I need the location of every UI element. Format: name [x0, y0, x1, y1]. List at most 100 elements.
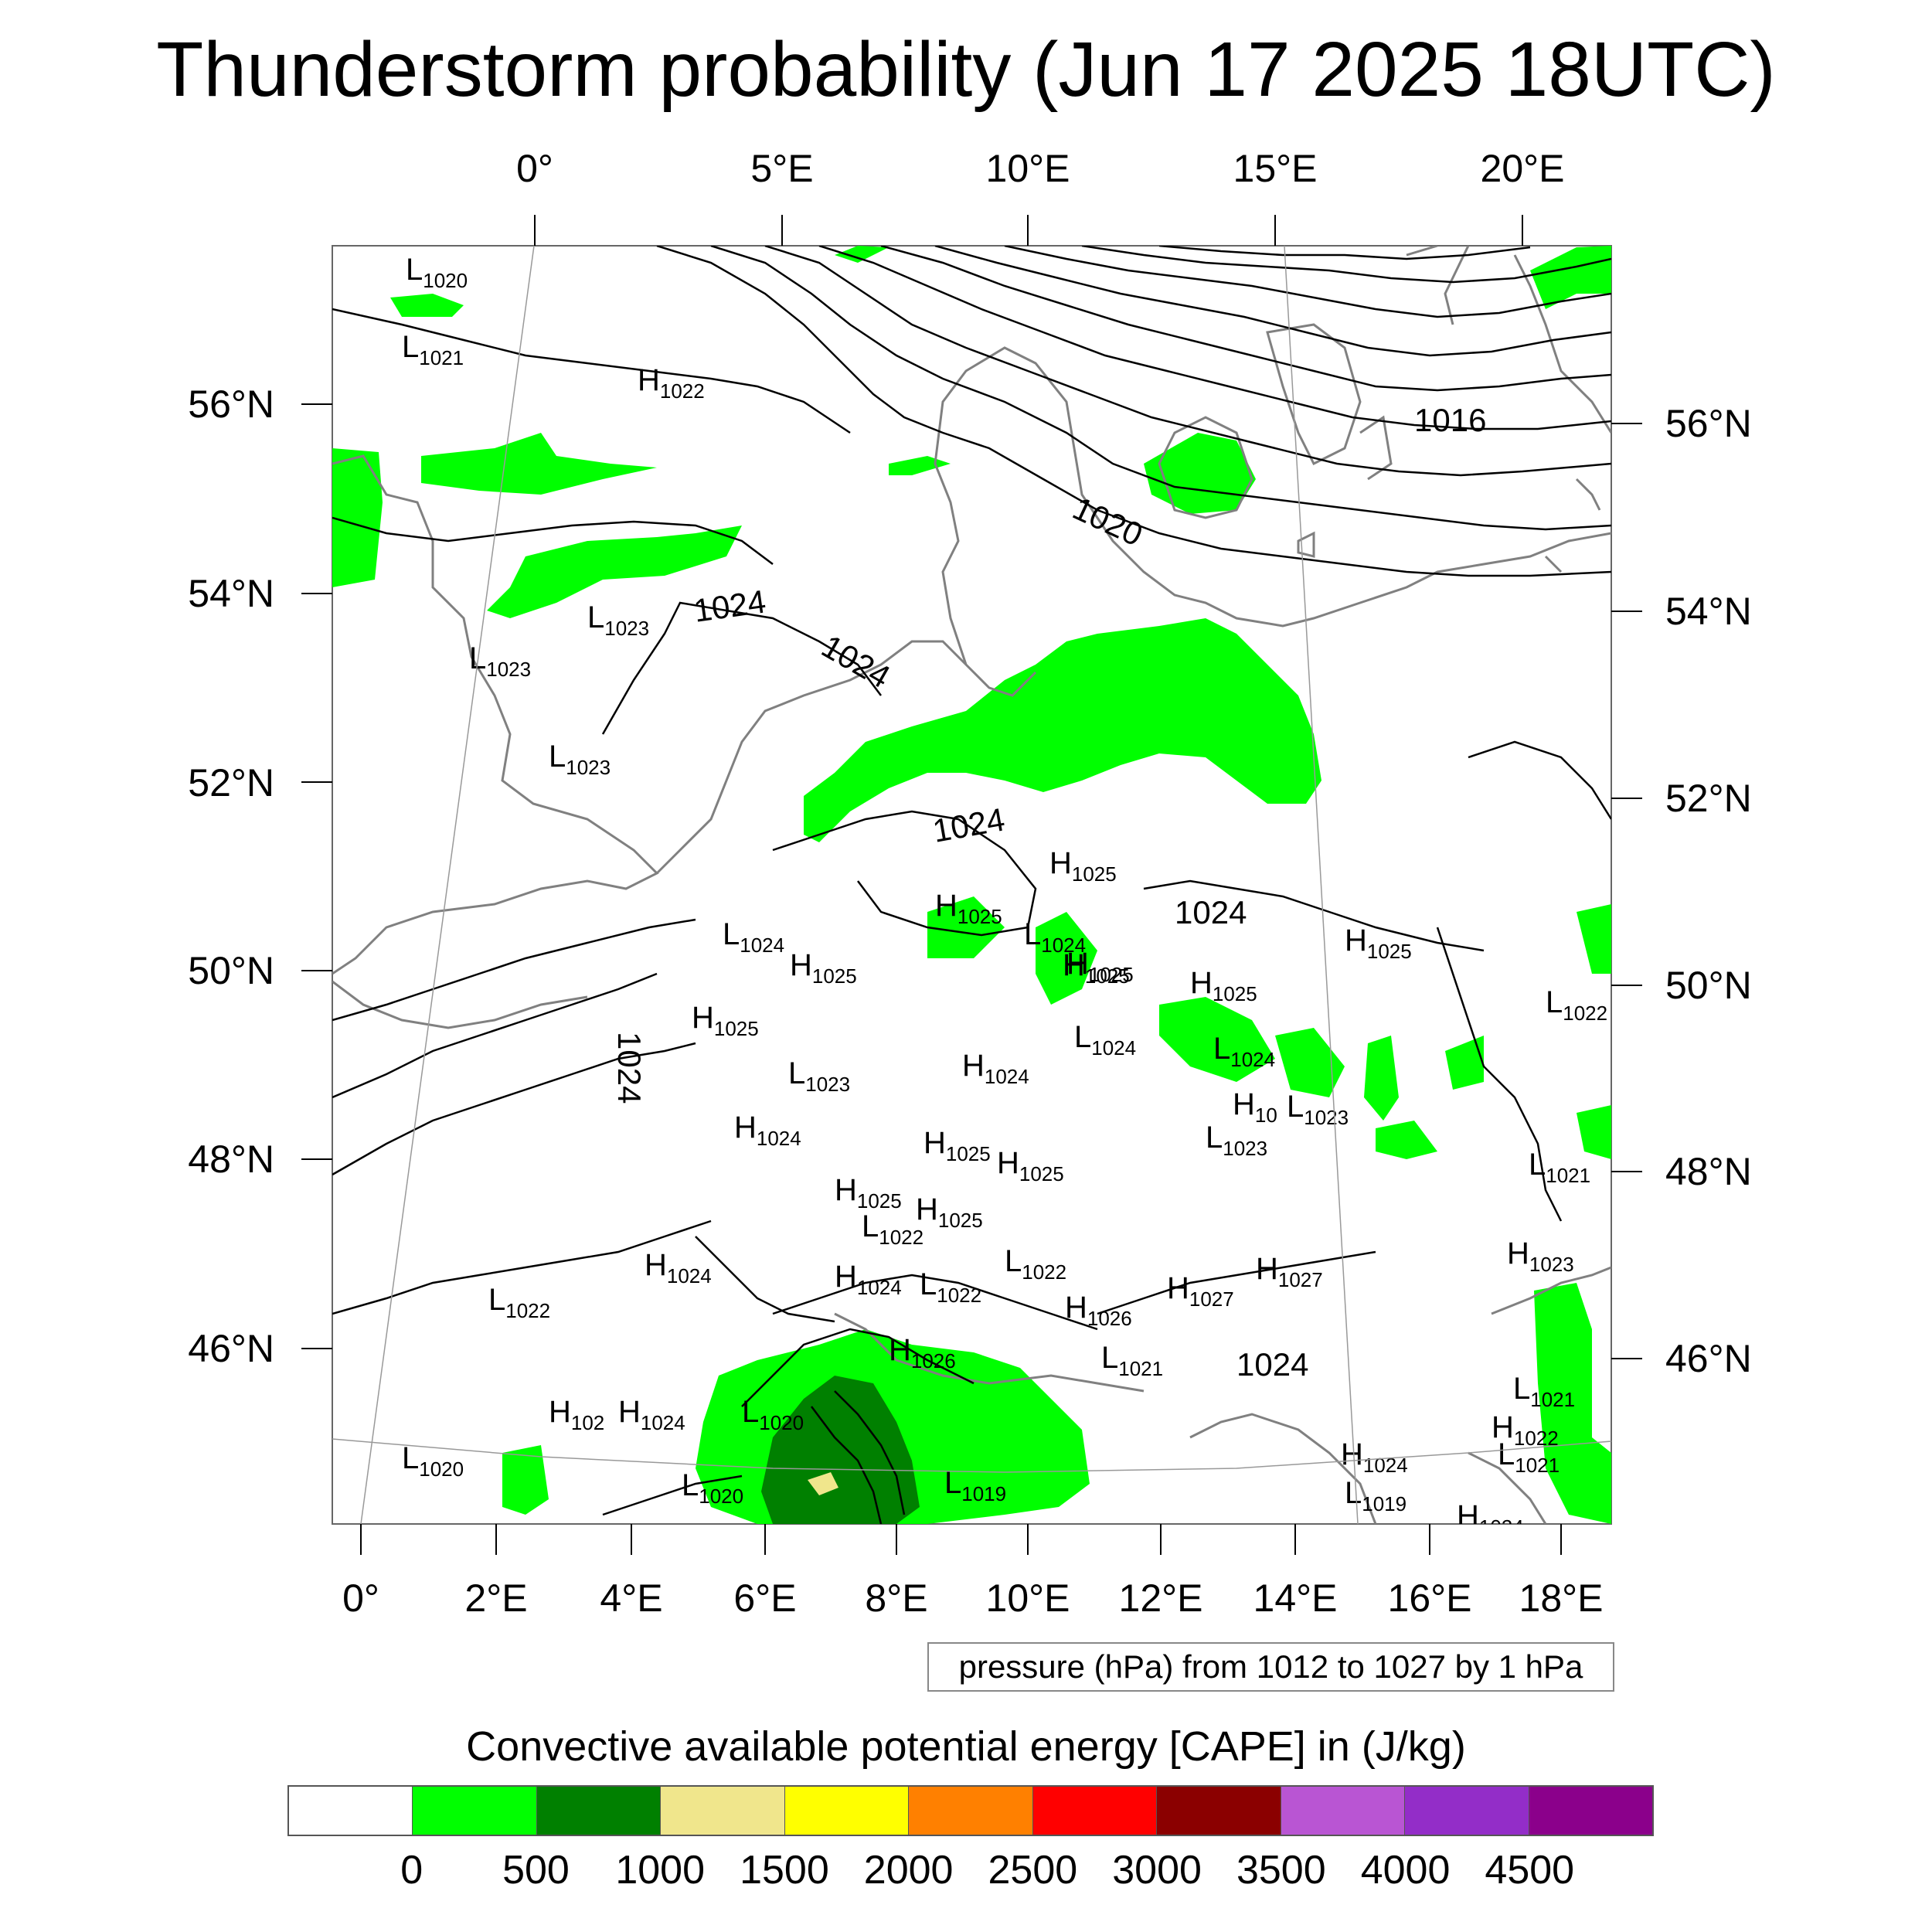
low-pressure-label: L1022	[1546, 985, 1607, 1025]
right-axis-label: 52°N	[1665, 777, 1752, 820]
low-pressure-label: L1020	[742, 1395, 804, 1434]
top-axis-labels: 0° 5°E 10°E 15°E 20°E	[516, 147, 1564, 190]
cape-area	[332, 448, 383, 587]
cape-area	[1534, 1283, 1611, 1524]
low-pressure-label: L1020	[682, 1468, 743, 1508]
colorbar-swatch	[909, 1787, 1033, 1835]
isobars	[332, 246, 1611, 1524]
cape-area	[421, 433, 657, 495]
pressure-centers: L1020 L1021 H1022 L1023 L1023 L1023 H1025 H1025…	[402, 253, 1607, 1539]
isobar-label: 1024	[1236, 1346, 1308, 1383]
colorbar-swatch	[1281, 1787, 1406, 1835]
low-pressure-label: L1021	[1513, 1372, 1575, 1411]
colorbar-swatch	[1405, 1787, 1529, 1835]
cape-area	[1577, 904, 1611, 974]
colorbar-swatch	[536, 1787, 662, 1835]
colorbar-swatch	[289, 1787, 413, 1835]
colorbar-labels: 0 500 1000 1500 2000 2500 3000 3500 4000 4500	[0, 1843, 1932, 1897]
legend-title: Convective available potential energy [C…	[466, 1723, 1466, 1770]
cape-area	[835, 246, 889, 263]
high-pressure-label: H1023	[1507, 1236, 1574, 1276]
left-axis-label: 48°N	[188, 1138, 274, 1181]
cape-area	[487, 526, 742, 618]
coastlines	[332, 246, 1611, 1524]
isobar-label: 1016	[1414, 402, 1486, 438]
low-pressure-label: L1022	[920, 1267, 981, 1307]
high-pressure-label: H1025	[692, 1001, 759, 1040]
high-pressure-label: H1025	[790, 948, 857, 988]
bottom-axis-label: 14°E	[1253, 1577, 1338, 1620]
low-pressure-label: L1024	[1024, 917, 1086, 957]
top-axis-label: 5°E	[750, 147, 813, 190]
axis-ticks	[301, 215, 1642, 1555]
cape-area	[1275, 1028, 1345, 1097]
cape-area	[1159, 997, 1275, 1082]
high-pressure-label: H1025	[1066, 947, 1134, 986]
low-pressure-label: L1020	[406, 253, 468, 292]
colorbar-swatch	[784, 1787, 910, 1835]
left-axis-label: 54°N	[188, 572, 274, 615]
left-axis-labels: 56°N 54°N 52°N 50°N 48°N 46°N	[188, 383, 274, 1370]
colorbar-swatch	[413, 1787, 537, 1835]
high-pressure-label: H1024	[835, 1260, 902, 1299]
colorbar-label: 4500	[1485, 1848, 1575, 1893]
low-pressure-label: L1021	[402, 330, 464, 369]
high-pressure-label: H102	[549, 1395, 604, 1434]
high-pressure-label: H1025	[935, 889, 1002, 928]
colorbar-label: 2000	[863, 1848, 954, 1893]
colorbar-swatch	[1529, 1787, 1652, 1835]
low-pressure-label: L1023	[788, 1056, 850, 1096]
high-pressure-label: H1025	[923, 1126, 991, 1165]
low-pressure-label: L1019	[1345, 1476, 1406, 1515]
bottom-axis-label: 16°E	[1388, 1577, 1472, 1620]
high-pressure-label: H1026	[1065, 1291, 1132, 1330]
low-pressure-label: L1021	[1498, 1437, 1560, 1477]
high-pressure-label: H1024	[645, 1248, 712, 1287]
cape-area	[1530, 246, 1611, 309]
high-pressure-label: H1022	[638, 363, 705, 403]
bottom-axis-label: 8°E	[865, 1577, 927, 1620]
low-pressure-label: L1019	[944, 1466, 1006, 1505]
isobar-label: 1024	[611, 1032, 648, 1104]
high-pressure-label: H1024	[962, 1049, 1029, 1088]
top-axis-label: 10°E	[986, 147, 1070, 190]
top-axis-label: 20°E	[1481, 147, 1565, 190]
high-pressure-label: H1024	[1457, 1499, 1524, 1539]
high-pressure-label: H1025	[1190, 966, 1257, 1005]
low-pressure-label: L1022	[1005, 1244, 1066, 1284]
pressure-note: pressure (hPa) from 1012 to 1027 by 1 hP…	[927, 1642, 1614, 1692]
high-pressure-label: H1025	[1345, 923, 1412, 963]
low-pressure-label: L1023	[1287, 1090, 1349, 1129]
cape-area	[502, 1445, 549, 1515]
bottom-axis-label: 10°E	[986, 1577, 1070, 1620]
bottom-axis-label: 4°E	[600, 1577, 662, 1620]
page-title: Thunderstorm probability (Jun 17 2025 18…	[156, 26, 1776, 113]
colorbar-swatch	[1157, 1787, 1281, 1835]
cape-colorbar	[287, 1785, 1654, 1836]
isobar-label: 1024	[1175, 894, 1247, 930]
colorbar-label: 1000	[615, 1848, 706, 1893]
cape-area	[1364, 1036, 1399, 1121]
right-axis-label: 46°N	[1665, 1337, 1752, 1380]
low-pressure-label: L1021	[1101, 1341, 1163, 1380]
cape-area	[1376, 1121, 1437, 1159]
bottom-axis-label: 0°	[342, 1577, 379, 1620]
colorbar-label: 1500	[740, 1848, 829, 1893]
colorbar-label: 3500	[1236, 1848, 1326, 1893]
colorbar-swatch	[661, 1787, 785, 1835]
low-pressure-label: L1023	[549, 740, 611, 779]
colorbar-swatch	[1032, 1787, 1158, 1835]
high-pressure-label: H1025	[1063, 948, 1130, 988]
top-axis-label: 0°	[516, 147, 553, 190]
left-axis-label: 56°N	[188, 383, 274, 426]
low-pressure-label: L1023	[469, 641, 531, 681]
high-pressure-label: H1027	[1167, 1271, 1234, 1311]
colorbar-label: 0	[400, 1848, 423, 1893]
cape-area	[804, 618, 1321, 842]
low-pressure-label: L1023	[1206, 1121, 1267, 1160]
cape-area	[1577, 1105, 1611, 1159]
bottom-axis-label: 6°E	[733, 1577, 796, 1620]
bottom-axis-labels: 0° 2°E 4°E 6°E 8°E 10°E 12°E 14°E 16°E 1…	[342, 1577, 1603, 1620]
cape-area	[390, 294, 464, 317]
low-pressure-label: L1023	[587, 600, 649, 640]
